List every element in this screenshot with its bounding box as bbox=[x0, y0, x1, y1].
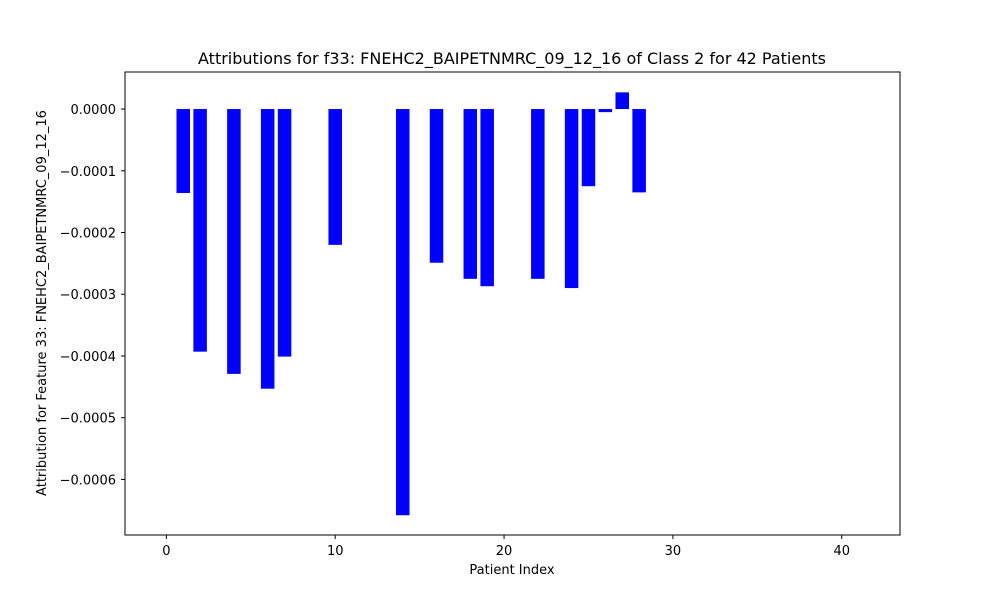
bars-group bbox=[176, 92, 646, 516]
y-tick-label: −0.0003 bbox=[60, 288, 116, 303]
y-tick-label: −0.0001 bbox=[60, 165, 116, 180]
bar-patient-19 bbox=[480, 109, 494, 287]
bar-patient-4 bbox=[227, 109, 241, 374]
bar-patient-6 bbox=[260, 109, 275, 389]
bar-patient-27 bbox=[615, 92, 630, 110]
bar-patient-16 bbox=[429, 109, 444, 263]
bar-patient-14 bbox=[395, 109, 410, 516]
y-tick-label: −0.0005 bbox=[60, 412, 116, 427]
x-tick-label: 40 bbox=[833, 544, 850, 559]
x-tick-label: 30 bbox=[665, 544, 682, 559]
bar-patient-22 bbox=[531, 109, 545, 279]
x-axis-ticks: 0 10 20 30 40 bbox=[162, 535, 850, 559]
bar-patient-18 bbox=[463, 109, 478, 279]
bar-patient-7 bbox=[277, 109, 292, 357]
plot-frame bbox=[124, 71, 901, 536]
chart-title: Attributions for f33: FNEHC2_BAIPETNMRC_… bbox=[198, 49, 826, 69]
bar-patient-10 bbox=[328, 109, 342, 245]
bar-patient-25 bbox=[581, 109, 596, 187]
y-axis-ticks: 0.0000 −0.0001 −0.0002 −0.0003 −0.0004 −0.000… bbox=[60, 103, 125, 488]
x-tick-label: 0 bbox=[162, 544, 170, 559]
bar-patient-26 bbox=[598, 109, 613, 113]
bar-patient-24 bbox=[564, 109, 579, 289]
y-tick-label: −0.0006 bbox=[60, 473, 116, 488]
x-axis-label: Patient Index bbox=[469, 563, 554, 578]
y-tick-label: −0.0002 bbox=[60, 227, 116, 242]
y-axis-label: Attribution for Feature 33: FNEHC2_BAIPE… bbox=[35, 110, 50, 496]
bar-patient-2 bbox=[193, 109, 207, 352]
bar-patient-28 bbox=[632, 109, 646, 193]
y-tick-label: −0.0004 bbox=[60, 350, 116, 365]
y-tick-label: 0.0000 bbox=[71, 103, 117, 118]
bar-patient-1 bbox=[176, 109, 191, 193]
x-tick-label: 20 bbox=[496, 544, 513, 559]
x-tick-label: 10 bbox=[327, 544, 344, 559]
